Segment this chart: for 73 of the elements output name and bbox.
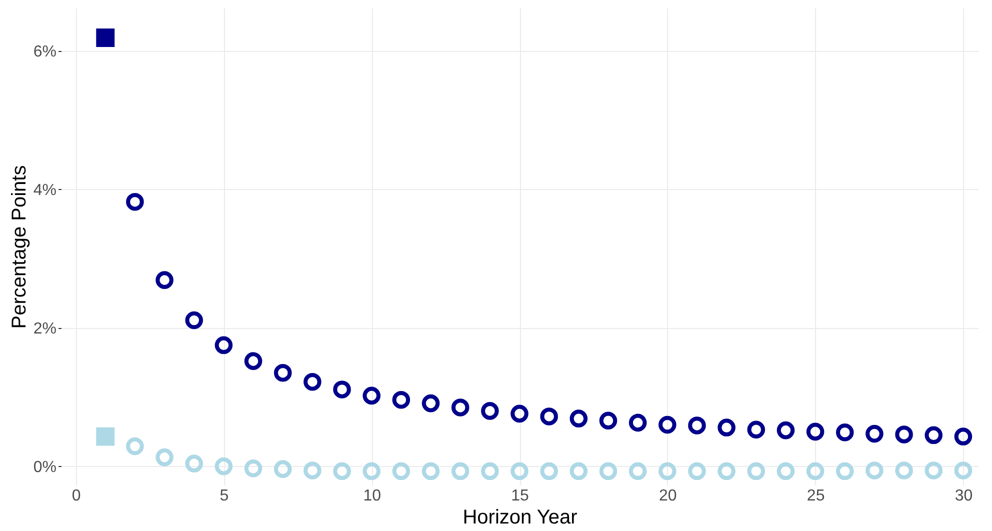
point [422, 394, 440, 412]
point [540, 408, 558, 426]
y-tick-label: 4% [33, 182, 56, 199]
point [599, 462, 618, 480]
point [718, 418, 736, 436]
y-tick-label: 2% [33, 320, 56, 338]
x-tick-label: 10 [363, 488, 382, 504]
point [392, 390, 410, 409]
point [895, 426, 913, 444]
point [481, 462, 499, 480]
point [570, 410, 588, 428]
point [185, 311, 204, 330]
point [126, 192, 144, 211]
x-tick-label: 0 [72, 488, 81, 504]
point [658, 416, 676, 434]
x-tick-label: 5 [220, 488, 229, 504]
point [510, 404, 528, 423]
point [304, 462, 322, 480]
x-tick-label: 15 [511, 488, 529, 504]
y-axis-title: Percentage Points [8, 165, 30, 329]
point [156, 448, 174, 466]
point [836, 424, 854, 442]
point [688, 416, 706, 434]
point [776, 462, 795, 480]
point [392, 462, 410, 480]
point [451, 462, 470, 480]
point [688, 462, 706, 480]
point [274, 460, 292, 478]
x-tick-label: 30 [954, 488, 973, 504]
point [96, 427, 115, 446]
point [747, 420, 766, 438]
point [126, 437, 144, 456]
point [570, 462, 588, 480]
point [628, 462, 647, 480]
point [185, 454, 204, 472]
point [244, 460, 262, 478]
x-tick-label: 20 [659, 488, 677, 504]
point [540, 462, 558, 480]
point [866, 462, 884, 480]
point [924, 462, 943, 480]
x-axis-title: Horizon Year [462, 506, 578, 528]
point [806, 462, 824, 480]
point [895, 462, 913, 480]
point [362, 462, 380, 480]
y-tick-label: 6% [33, 43, 56, 60]
point [156, 271, 174, 289]
point [747, 462, 766, 480]
point [954, 462, 972, 480]
point [244, 352, 262, 370]
y-tick-label: 0% [33, 458, 56, 476]
point [776, 421, 795, 440]
x-tick-label: 25 [806, 488, 825, 504]
point [866, 424, 884, 443]
point [599, 412, 618, 430]
point [304, 372, 322, 391]
point [628, 414, 647, 432]
point [214, 336, 233, 354]
point [333, 462, 351, 480]
point [451, 398, 470, 416]
point [806, 422, 824, 441]
point [422, 462, 440, 480]
point [333, 380, 351, 398]
point [658, 462, 676, 480]
point [96, 28, 115, 47]
point [510, 462, 528, 480]
point [954, 428, 972, 446]
point [836, 462, 854, 480]
point [718, 462, 736, 480]
point [214, 457, 233, 476]
point [481, 402, 499, 420]
point [362, 386, 380, 405]
point [274, 364, 292, 382]
point [924, 426, 943, 444]
